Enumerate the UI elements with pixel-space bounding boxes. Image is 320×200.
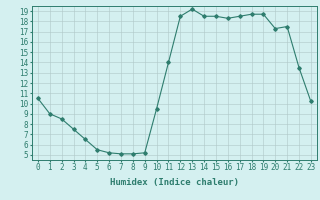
X-axis label: Humidex (Indice chaleur): Humidex (Indice chaleur) [110,178,239,187]
